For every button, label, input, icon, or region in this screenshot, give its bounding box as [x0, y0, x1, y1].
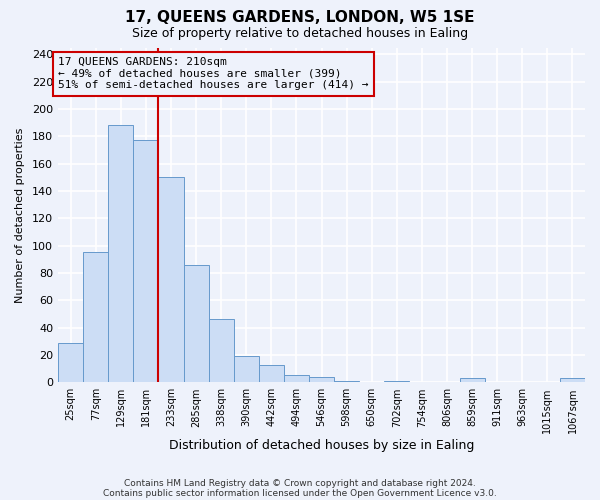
Bar [209, 320, 234, 382]
Bar [133, 140, 158, 382]
X-axis label: Distribution of detached houses by size in Ealing: Distribution of detached houses by size … [169, 440, 474, 452]
Bar [158, 178, 184, 382]
Text: 17 QUEENS GARDENS: 210sqm
← 49% of detached houses are smaller (399)
51% of semi: 17 QUEENS GARDENS: 210sqm ← 49% of detac… [58, 57, 368, 90]
Bar [58, 342, 83, 382]
Bar [108, 126, 133, 382]
Y-axis label: Number of detached properties: Number of detached properties [15, 127, 25, 302]
Bar [184, 265, 209, 382]
Bar [460, 378, 485, 382]
Bar [560, 378, 585, 382]
Bar [234, 356, 259, 382]
Text: Contains HM Land Registry data © Crown copyright and database right 2024.: Contains HM Land Registry data © Crown c… [124, 478, 476, 488]
Text: 17, QUEENS GARDENS, LONDON, W5 1SE: 17, QUEENS GARDENS, LONDON, W5 1SE [125, 10, 475, 25]
Bar [309, 377, 334, 382]
Bar [284, 376, 309, 382]
Bar [334, 381, 359, 382]
Bar [83, 252, 108, 382]
Text: Size of property relative to detached houses in Ealing: Size of property relative to detached ho… [132, 28, 468, 40]
Bar [259, 364, 284, 382]
Bar [384, 381, 409, 382]
Text: Contains public sector information licensed under the Open Government Licence v3: Contains public sector information licen… [103, 488, 497, 498]
